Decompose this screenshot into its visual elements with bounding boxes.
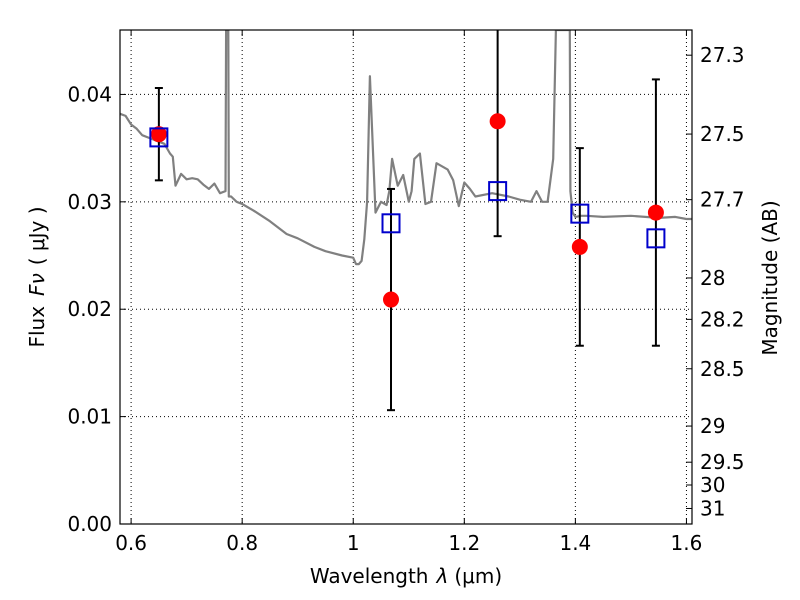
x-axis-label: Wavelength <box>310 564 429 588</box>
tick-layer: 0.6 0.8 1 1.2 1.4 1.6 0.00 0.01 0.02 0.03 0.04 27.3… <box>67 30 745 555</box>
y2-tick-label: 31 <box>700 496 725 520</box>
observed-point <box>647 204 664 221</box>
y-tick-label: 0.02 <box>67 297 112 321</box>
y-axis-unit: ( μJy ) <box>25 206 49 265</box>
model-point <box>488 181 508 202</box>
plot-frame <box>119 29 693 525</box>
plot-layer <box>120 30 692 412</box>
y-tick-label: 0.00 <box>67 512 112 536</box>
y2-axis-title: Magnitude (AB) <box>758 200 782 355</box>
x-tick-label: 0.6 <box>115 531 147 555</box>
model-point <box>646 228 666 249</box>
y2-tick-label: 28.5 <box>700 357 745 381</box>
y-axis-title: Flux Fν ( μJy ) <box>25 206 49 347</box>
y2-tick-label: 29 <box>700 414 725 438</box>
y2-tick-label: 28.2 <box>700 307 745 331</box>
model-point <box>570 203 590 224</box>
y-tick-label: 0.04 <box>67 82 112 106</box>
x-tick-label: 1 <box>347 531 360 555</box>
y-tick-label: 0.01 <box>67 405 112 429</box>
y2-tick-label: 28 <box>700 266 725 290</box>
model-point <box>149 127 169 148</box>
x-tick-label: 1.2 <box>448 531 480 555</box>
y2-tick-label: 29.5 <box>700 450 745 474</box>
x-tick-label: 1.6 <box>671 531 703 555</box>
y2-tick-label: 27.5 <box>700 122 745 146</box>
x-axis-symbol: λ <box>436 564 449 588</box>
y-tick-label: 0.03 <box>67 190 112 214</box>
x-axis-title: Wavelength λ (μm) <box>310 564 502 588</box>
observed-point <box>383 291 400 308</box>
y-axis-label: Flux <box>25 306 49 348</box>
y2-tick-label: 30 <box>700 473 725 497</box>
y2-tick-label: 27.3 <box>700 43 745 67</box>
x-tick-label: 1.4 <box>559 531 591 555</box>
observed-point <box>571 238 588 255</box>
model-spectrum-line <box>120 30 692 266</box>
x-tick-label: 0.8 <box>226 531 258 555</box>
grid-layer <box>120 30 692 524</box>
observed-point <box>489 113 506 130</box>
y2-tick-label: 27.7 <box>700 188 745 212</box>
y-axis-symbol: Fν <box>25 273 49 296</box>
model-point <box>381 213 401 234</box>
x-axis-unit: (μm) <box>454 564 502 588</box>
